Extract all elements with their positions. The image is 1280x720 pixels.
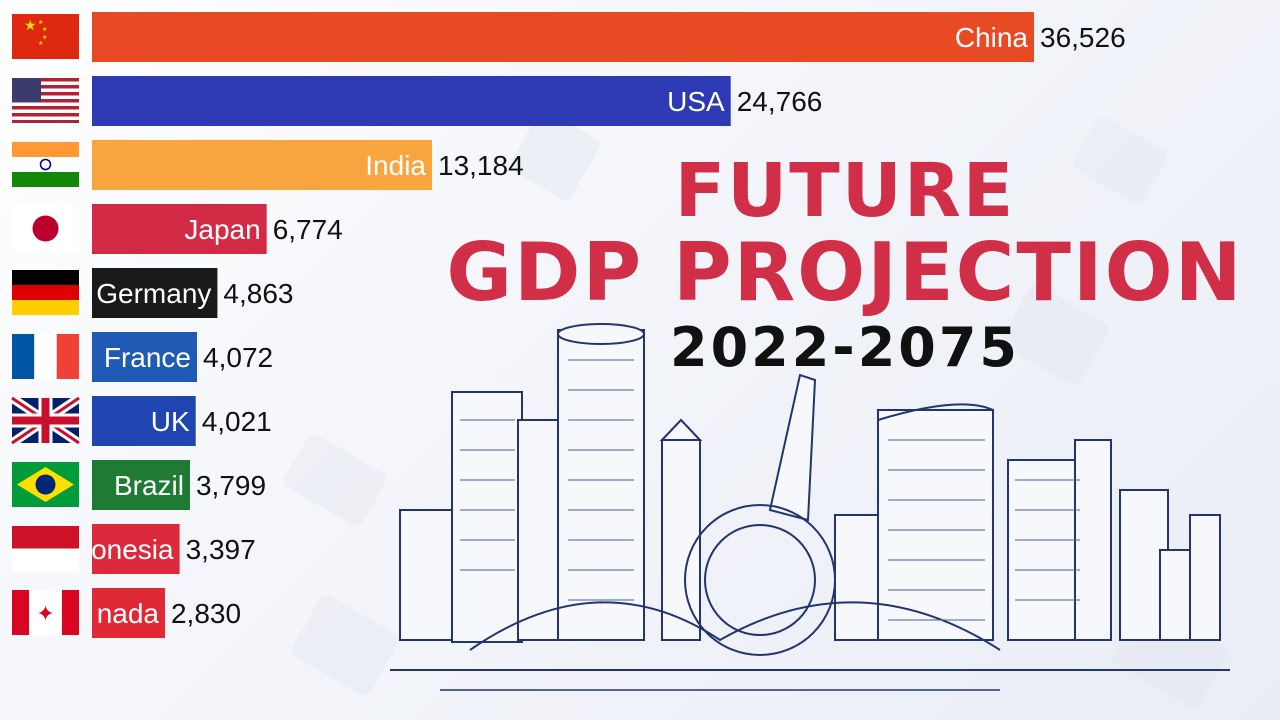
- bar-1: [92, 12, 1034, 62]
- bar-10: [92, 588, 165, 638]
- subtitle-years: 2022-2075: [670, 316, 1020, 379]
- brazil-flag: [12, 462, 79, 507]
- title-line-2: GDP PROJECTION: [446, 226, 1244, 319]
- svg-text:★: ★: [42, 26, 47, 33]
- bar-value-label: 3,397: [186, 534, 256, 565]
- bar-label: Brazil: [114, 470, 184, 501]
- svg-text:✦: ✦: [36, 602, 54, 627]
- bar-value-label: 3,799: [196, 470, 266, 501]
- city-skyline-illustration: [390, 323, 1230, 691]
- bar-3: [92, 140, 433, 190]
- indonesia-flag: [12, 526, 79, 571]
- bar-value-label: 4,863: [223, 278, 293, 309]
- bar-value-label: 24,766: [737, 86, 823, 117]
- india-flag: [12, 142, 79, 187]
- bar-2: [92, 76, 731, 126]
- japan-flag: [12, 206, 79, 251]
- canada-flag: ✦: [12, 590, 79, 635]
- background-decoration: [283, 110, 1228, 708]
- bar-value-label: 4,021: [202, 406, 272, 437]
- germany-flag: [12, 270, 79, 315]
- svg-text:★: ★: [24, 18, 37, 34]
- bar-label: UK: [151, 406, 190, 437]
- svg-text:★: ★: [38, 19, 43, 26]
- bar-value-label: 4,072: [203, 342, 273, 373]
- bar-label: Japan: [184, 214, 260, 245]
- bar-4: [92, 204, 267, 254]
- bar-label: onesia: [91, 534, 174, 565]
- usa-flag: [12, 78, 79, 123]
- bar-label: France: [104, 342, 191, 373]
- svg-text:★: ★: [42, 34, 47, 41]
- bar-value-label: 2,830: [171, 598, 241, 629]
- bar-8: [92, 460, 190, 510]
- bar-label: nada: [97, 598, 160, 629]
- bar-value-label: 6,774: [273, 214, 343, 245]
- bar-label: USA: [667, 86, 725, 117]
- bar-5: [92, 268, 218, 318]
- bar-label: India: [365, 150, 426, 181]
- title-line-1: FUTURE: [674, 148, 1016, 234]
- svg-text:★: ★: [38, 40, 43, 47]
- bar-label: China: [955, 22, 1029, 53]
- bar-value-label: 13,184: [438, 150, 524, 181]
- china-flag: ★ ★ ★ ★ ★: [12, 14, 79, 59]
- bar-chart: China 36,526 USA 24,766 India 13,184 Japan 6,77…: [91, 12, 1126, 638]
- france-flag: [12, 334, 79, 379]
- bar-label: Germany: [96, 278, 211, 309]
- bar-value-label: 36,526: [1040, 22, 1126, 53]
- bar-9: [92, 524, 180, 574]
- bar-7: [92, 396, 196, 446]
- bar-6: [92, 332, 198, 382]
- flags-column: ★ ★ ★ ★ ★: [9, 14, 82, 635]
- uk-flag: [9, 394, 82, 447]
